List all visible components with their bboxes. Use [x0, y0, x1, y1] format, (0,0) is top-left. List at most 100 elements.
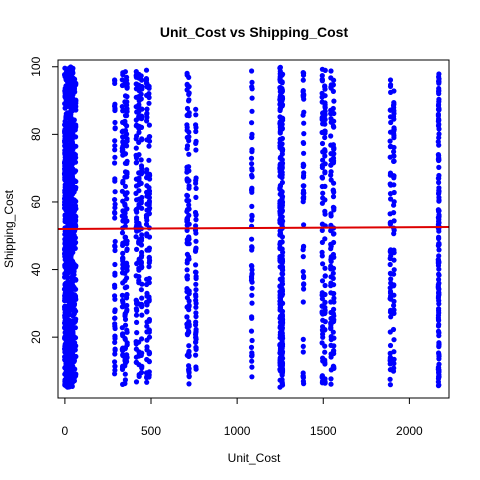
points-layer: [61, 64, 442, 390]
data-point: [330, 311, 336, 317]
data-point: [186, 151, 192, 157]
data-point: [436, 197, 442, 203]
data-point: [300, 191, 307, 197]
data-point: [436, 298, 442, 304]
data-point: [322, 327, 328, 333]
data-point: [322, 121, 328, 127]
data-point: [331, 231, 337, 237]
data-point: [138, 91, 144, 97]
data-point: [146, 85, 152, 91]
data-point: [146, 195, 152, 201]
data-point: [330, 270, 336, 276]
data-point: [72, 335, 79, 341]
data-point: [138, 200, 144, 206]
data-point: [73, 343, 79, 349]
data-point: [73, 239, 79, 246]
data-point: [72, 235, 78, 241]
data-point: [138, 369, 145, 376]
data-point: [139, 106, 145, 112]
data-point: [279, 126, 285, 132]
data-point: [193, 230, 199, 236]
data-point: [387, 357, 393, 364]
data-point: [249, 167, 255, 173]
data-point: [436, 276, 442, 283]
data-point: [124, 352, 130, 358]
data-point: [391, 218, 397, 224]
x-tick-label: 1500: [310, 424, 337, 438]
data-point: [279, 258, 286, 264]
data-point: [124, 158, 130, 164]
data-point: [146, 157, 152, 163]
data-point: [322, 299, 328, 305]
data-point: [112, 107, 118, 113]
data-point: [120, 178, 126, 184]
data-point: [112, 296, 118, 302]
y-tick-label: 40: [29, 263, 43, 277]
data-point: [300, 299, 306, 305]
data-point: [435, 207, 441, 213]
data-point: [387, 138, 393, 144]
data-point: [435, 123, 442, 129]
data-point: [124, 263, 130, 269]
data-point: [388, 82, 394, 88]
data-point: [122, 316, 129, 322]
data-point: [435, 243, 441, 249]
data-point: [277, 107, 283, 114]
data-point: [391, 282, 397, 288]
data-point: [71, 117, 77, 123]
data-point: [138, 287, 144, 293]
data-point: [138, 259, 144, 265]
data-point: [435, 156, 441, 162]
data-point: [124, 246, 130, 252]
data-point: [436, 117, 442, 123]
data-point: [112, 247, 118, 254]
data-point: [436, 266, 442, 272]
data-point: [322, 134, 328, 141]
data-point: [279, 88, 285, 94]
data-point: [300, 370, 306, 376]
data-point: [249, 364, 255, 370]
data-point: [330, 251, 336, 258]
data-point: [139, 365, 145, 371]
data-point: [300, 349, 306, 355]
data-point: [124, 241, 130, 247]
data-point: [249, 68, 255, 74]
data-point: [322, 282, 328, 289]
data-point: [144, 302, 150, 308]
data-point: [322, 183, 328, 189]
x-axis: 0 500 1000 1500 2000: [62, 397, 423, 438]
data-point: [436, 74, 442, 80]
data-point: [391, 210, 397, 216]
data-point: [146, 143, 152, 149]
data-point: [146, 188, 152, 194]
data-point: [133, 312, 140, 318]
data-point: [193, 112, 199, 118]
data-point: [139, 194, 145, 201]
data-point: [186, 303, 192, 309]
data-point: [186, 98, 192, 104]
data-point: [124, 302, 130, 309]
chart-title: Unit_Cost vs Shipping_Cost: [160, 24, 349, 40]
data-point: [330, 194, 337, 200]
data-point: [73, 107, 79, 113]
data-point: [249, 174, 255, 180]
data-point: [73, 353, 79, 360]
data-point: [124, 138, 130, 144]
data-point: [134, 215, 140, 221]
data-point: [69, 139, 75, 145]
y-tick-label: 80: [29, 127, 43, 141]
data-point: [193, 262, 199, 268]
data-point: [193, 322, 199, 328]
data-point: [249, 271, 255, 277]
data-point: [322, 161, 328, 167]
data-point: [146, 138, 153, 144]
data-point: [279, 246, 285, 252]
data-point: [122, 210, 128, 216]
data-point: [186, 206, 192, 212]
data-point: [435, 175, 441, 181]
data-point: [330, 82, 336, 88]
data-point: [330, 265, 337, 271]
data-point: [391, 267, 397, 273]
data-point: [124, 284, 130, 290]
data-point: [436, 317, 442, 323]
